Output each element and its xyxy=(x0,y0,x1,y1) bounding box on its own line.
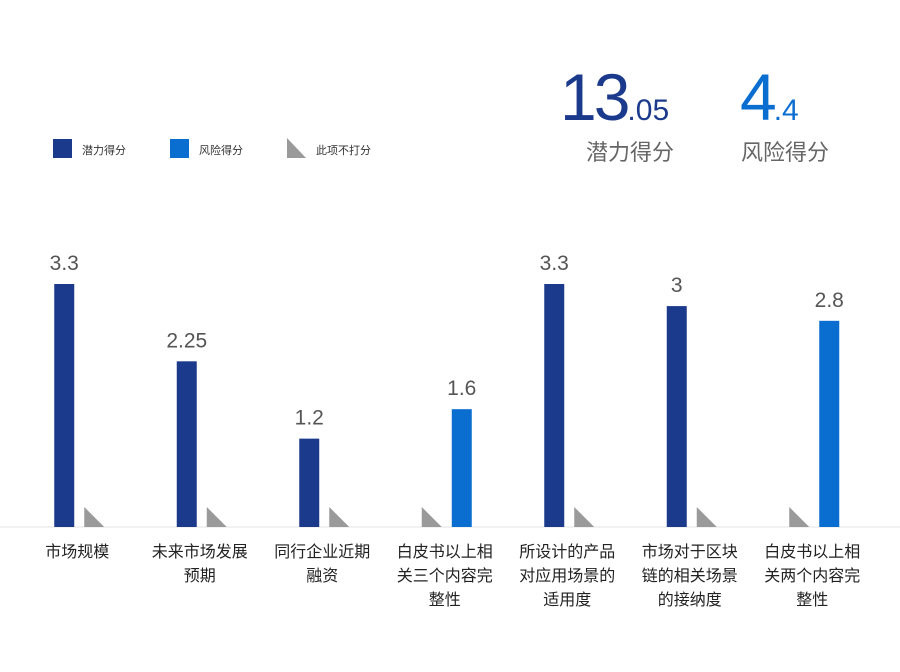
x-tick-label: 白皮书以上相关三个内容完整性 xyxy=(397,543,493,609)
x-tick-line: 链的相关场景 xyxy=(642,567,738,585)
x-tick-line: 白皮书以上相 xyxy=(397,543,493,561)
not-scored-marker xyxy=(574,507,595,527)
x-tick-line: 的接纳度 xyxy=(658,591,722,609)
score-value: 13.05 xyxy=(560,60,669,134)
x-tick-line: 整性 xyxy=(429,591,461,609)
legend-swatch xyxy=(170,139,189,158)
not-scored-marker xyxy=(329,507,350,527)
bar xyxy=(54,284,75,527)
not-scored-marker xyxy=(789,507,810,527)
score-frac: .4 xyxy=(774,94,799,127)
value-label: 3 xyxy=(671,274,683,297)
bar xyxy=(176,361,197,527)
x-tick-line: 融资 xyxy=(306,567,338,585)
x-tick-label: 未来市场发展预期 xyxy=(152,543,248,585)
x-tick-line: 适用度 xyxy=(543,591,591,609)
x-tick-label: 白皮书以上相关两个内容完整性 xyxy=(764,543,860,609)
x-tick-label: 所设计的产品对应用场景的适用度 xyxy=(519,543,615,609)
legend-swatch xyxy=(53,139,72,158)
not-scored-marker xyxy=(421,507,442,527)
bar xyxy=(544,284,565,527)
value-label: 3.3 xyxy=(50,252,79,275)
x-tick-label: 同行企业近期融资 xyxy=(274,543,370,585)
legend-label: 风险得分 xyxy=(199,143,243,157)
value-label: 2.8 xyxy=(815,289,844,312)
value-label: 1.6 xyxy=(447,377,476,400)
value-label: 3.3 xyxy=(540,252,569,275)
x-tick-line: 对应用场景的 xyxy=(519,566,615,585)
x-tick-line: 关三个内容完 xyxy=(397,567,493,585)
x-tick-line: 市场规模 xyxy=(45,543,109,561)
score-label: 风险得分 xyxy=(741,140,829,165)
legend-label: 此项不打分 xyxy=(316,143,371,157)
x-tick-line: 未来市场发展 xyxy=(152,543,248,561)
x-tick-line: 整性 xyxy=(796,591,828,609)
bar xyxy=(451,409,472,527)
x-tick-line: 市场对于区块 xyxy=(642,543,738,561)
score-label: 潜力得分 xyxy=(586,140,674,165)
x-tick-label: 市场规模 xyxy=(45,543,109,561)
legend-swatch xyxy=(287,138,306,158)
not-scored-marker xyxy=(84,507,105,527)
bar xyxy=(819,320,840,527)
x-tick-line: 预期 xyxy=(184,567,216,585)
x-tick-line: 同行企业近期 xyxy=(274,543,370,561)
legend-label: 潜力得分 xyxy=(82,143,126,157)
score-int: 4 xyxy=(740,60,775,134)
x-tick-label: 市场对于区块链的相关场景的接纳度 xyxy=(642,543,738,609)
bar xyxy=(666,306,687,527)
not-scored-marker xyxy=(206,507,227,527)
score-frac: .05 xyxy=(627,94,669,127)
value-label: 1.2 xyxy=(295,407,324,430)
score-value: 4.4 xyxy=(740,60,799,134)
x-tick-line: 关两个内容完 xyxy=(764,567,860,585)
bar xyxy=(299,438,320,527)
score-int: 13 xyxy=(560,60,628,134)
not-scored-marker xyxy=(696,507,717,527)
x-tick-line: 白皮书以上相 xyxy=(764,543,860,561)
x-tick-line: 所设计的产品 xyxy=(519,543,615,561)
value-label: 2.25 xyxy=(166,329,207,352)
